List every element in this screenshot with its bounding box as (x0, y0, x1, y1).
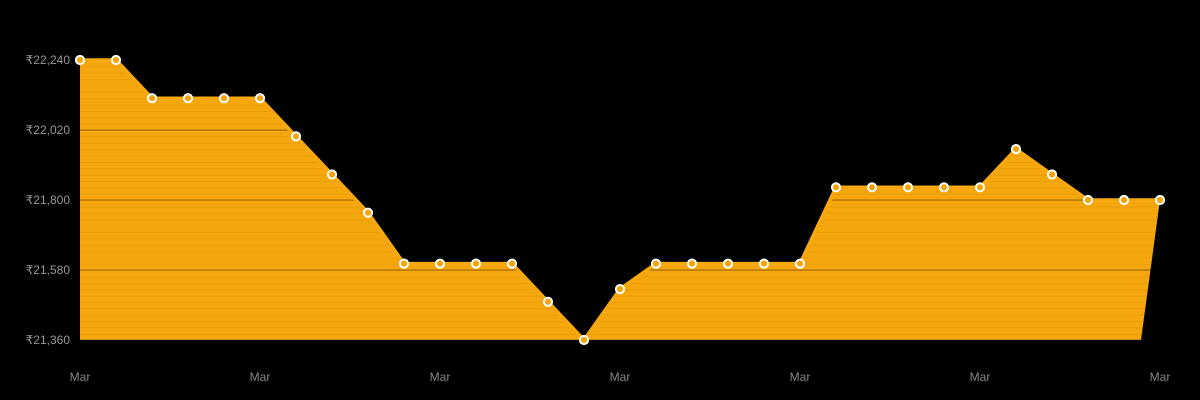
svg-text:Mar: Mar (970, 370, 991, 384)
svg-text:Mar: Mar (430, 370, 451, 384)
svg-text:Mar: Mar (790, 370, 811, 384)
svg-text:₹21,360: ₹21,360 (26, 333, 71, 347)
svg-text:₹22,240: ₹22,240 (26, 53, 71, 67)
svg-text:₹21,580: ₹21,580 (26, 263, 71, 277)
svg-text:Mar: Mar (250, 370, 271, 384)
svg-text:Mar: Mar (70, 370, 91, 384)
svg-text:₹21,800: ₹21,800 (26, 193, 71, 207)
svg-text:Mar: Mar (1150, 370, 1171, 384)
svg-text:₹22,020: ₹22,020 (26, 123, 71, 137)
svg-text:Mar: Mar (610, 370, 631, 384)
